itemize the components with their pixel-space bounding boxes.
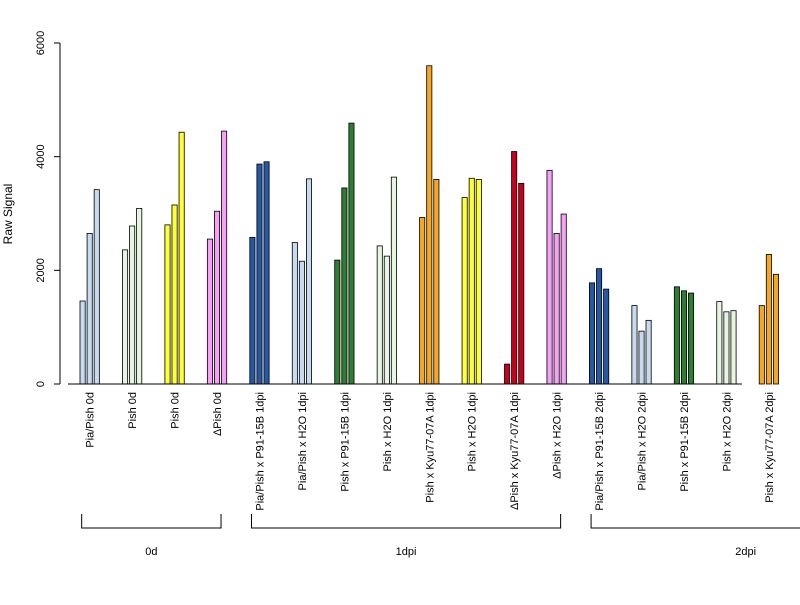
bar bbox=[334, 259, 341, 385]
bar bbox=[341, 187, 348, 385]
bar bbox=[426, 65, 433, 385]
category-label: ΔPish x H2O 1dpi bbox=[552, 392, 564, 479]
category-label: Pia/Pish x H2O 1dpi bbox=[297, 392, 309, 490]
bar bbox=[419, 217, 426, 385]
group-bracket bbox=[81, 514, 222, 529]
group-brackets: 0d1dpi2dpi3dpi5dpi bbox=[81, 514, 800, 558]
y-axis: 0 2000 4000 6000 bbox=[35, 31, 61, 387]
bar bbox=[553, 232, 560, 385]
bar bbox=[206, 238, 213, 385]
bar bbox=[79, 300, 86, 385]
bar bbox=[305, 178, 312, 385]
bar bbox=[765, 254, 772, 385]
category-label: Pia/Pish x H2O 2dpi bbox=[637, 392, 649, 490]
bar bbox=[298, 260, 305, 385]
bar bbox=[171, 204, 178, 385]
bar bbox=[475, 178, 482, 385]
bar bbox=[136, 207, 143, 385]
group-label: 1dpi bbox=[396, 546, 417, 558]
category-label: Pish x H2O 1dpi bbox=[467, 392, 479, 471]
bar bbox=[645, 319, 652, 385]
bar bbox=[730, 310, 737, 385]
bar bbox=[221, 130, 228, 385]
bar bbox=[688, 292, 695, 385]
bar bbox=[468, 177, 475, 385]
bar bbox=[383, 255, 390, 385]
y-tick-label: 2000 bbox=[35, 258, 47, 282]
bar bbox=[249, 236, 256, 385]
bar bbox=[291, 242, 298, 385]
bar bbox=[263, 161, 270, 385]
bar bbox=[376, 245, 383, 385]
group-bracket bbox=[250, 514, 562, 529]
bar bbox=[603, 288, 610, 385]
bar bbox=[758, 305, 765, 385]
bar bbox=[214, 210, 221, 385]
bar bbox=[673, 286, 680, 385]
category-label: Pish x H2O 2dpi bbox=[721, 392, 733, 471]
bar bbox=[723, 311, 730, 385]
category-label: Pish x P91-15B 2dpi bbox=[679, 392, 691, 492]
category-label: ΔPish x Kyu77-07A 1dpi bbox=[509, 392, 521, 510]
bar bbox=[164, 224, 171, 385]
bar bbox=[680, 290, 687, 385]
bar bbox=[631, 305, 638, 385]
category-label: ΔPish 0d bbox=[212, 392, 224, 436]
group-label: 2dpi bbox=[735, 546, 756, 558]
y-tick-label: 4000 bbox=[35, 144, 47, 168]
y-tick-label: 0 bbox=[35, 381, 47, 387]
group-bracket bbox=[590, 514, 800, 529]
category-label: Pish 0d bbox=[127, 392, 139, 429]
category-label: Pish x Kyu77-07A 2dpi bbox=[764, 392, 776, 503]
bar bbox=[433, 178, 440, 385]
bar bbox=[122, 249, 129, 385]
category-label: Pish 0d bbox=[170, 392, 182, 429]
bar bbox=[461, 197, 468, 385]
bar bbox=[596, 268, 603, 385]
category-label: Pish x P91-15B 1dpi bbox=[339, 392, 351, 492]
bar bbox=[560, 213, 567, 385]
category-label: Pish x H2O 1dpi bbox=[382, 392, 394, 471]
bar bbox=[86, 232, 93, 385]
bar bbox=[348, 122, 355, 385]
y-tick-label: 6000 bbox=[35, 31, 47, 55]
bar bbox=[772, 273, 779, 385]
bar bbox=[93, 189, 100, 385]
group-label: 0d bbox=[145, 546, 157, 558]
bars bbox=[79, 65, 779, 385]
category-labels: Pia/Pish 0d Pish 0d Pish 0d ΔPish 0d Pia/Pis… bbox=[85, 392, 776, 511]
bar bbox=[504, 363, 511, 385]
category-label: Pia/Pish x P91-15B 1dpi bbox=[254, 392, 266, 511]
bar bbox=[511, 151, 518, 385]
category-label: Pia/Pish x P91-15B 2dpi bbox=[594, 392, 606, 511]
bar bbox=[546, 169, 553, 385]
bar bbox=[390, 176, 397, 385]
bar bbox=[256, 163, 263, 385]
bar bbox=[589, 282, 596, 385]
bar bbox=[638, 330, 645, 385]
category-label: Pish x Kyu77-07A 1dpi bbox=[424, 392, 436, 503]
bar bbox=[129, 225, 136, 385]
category-label: Pia/Pish 0d bbox=[85, 392, 97, 448]
bar bbox=[716, 301, 723, 385]
y-axis-label: Raw Signal bbox=[1, 184, 15, 245]
bar bbox=[178, 131, 185, 385]
bar bbox=[518, 182, 525, 385]
